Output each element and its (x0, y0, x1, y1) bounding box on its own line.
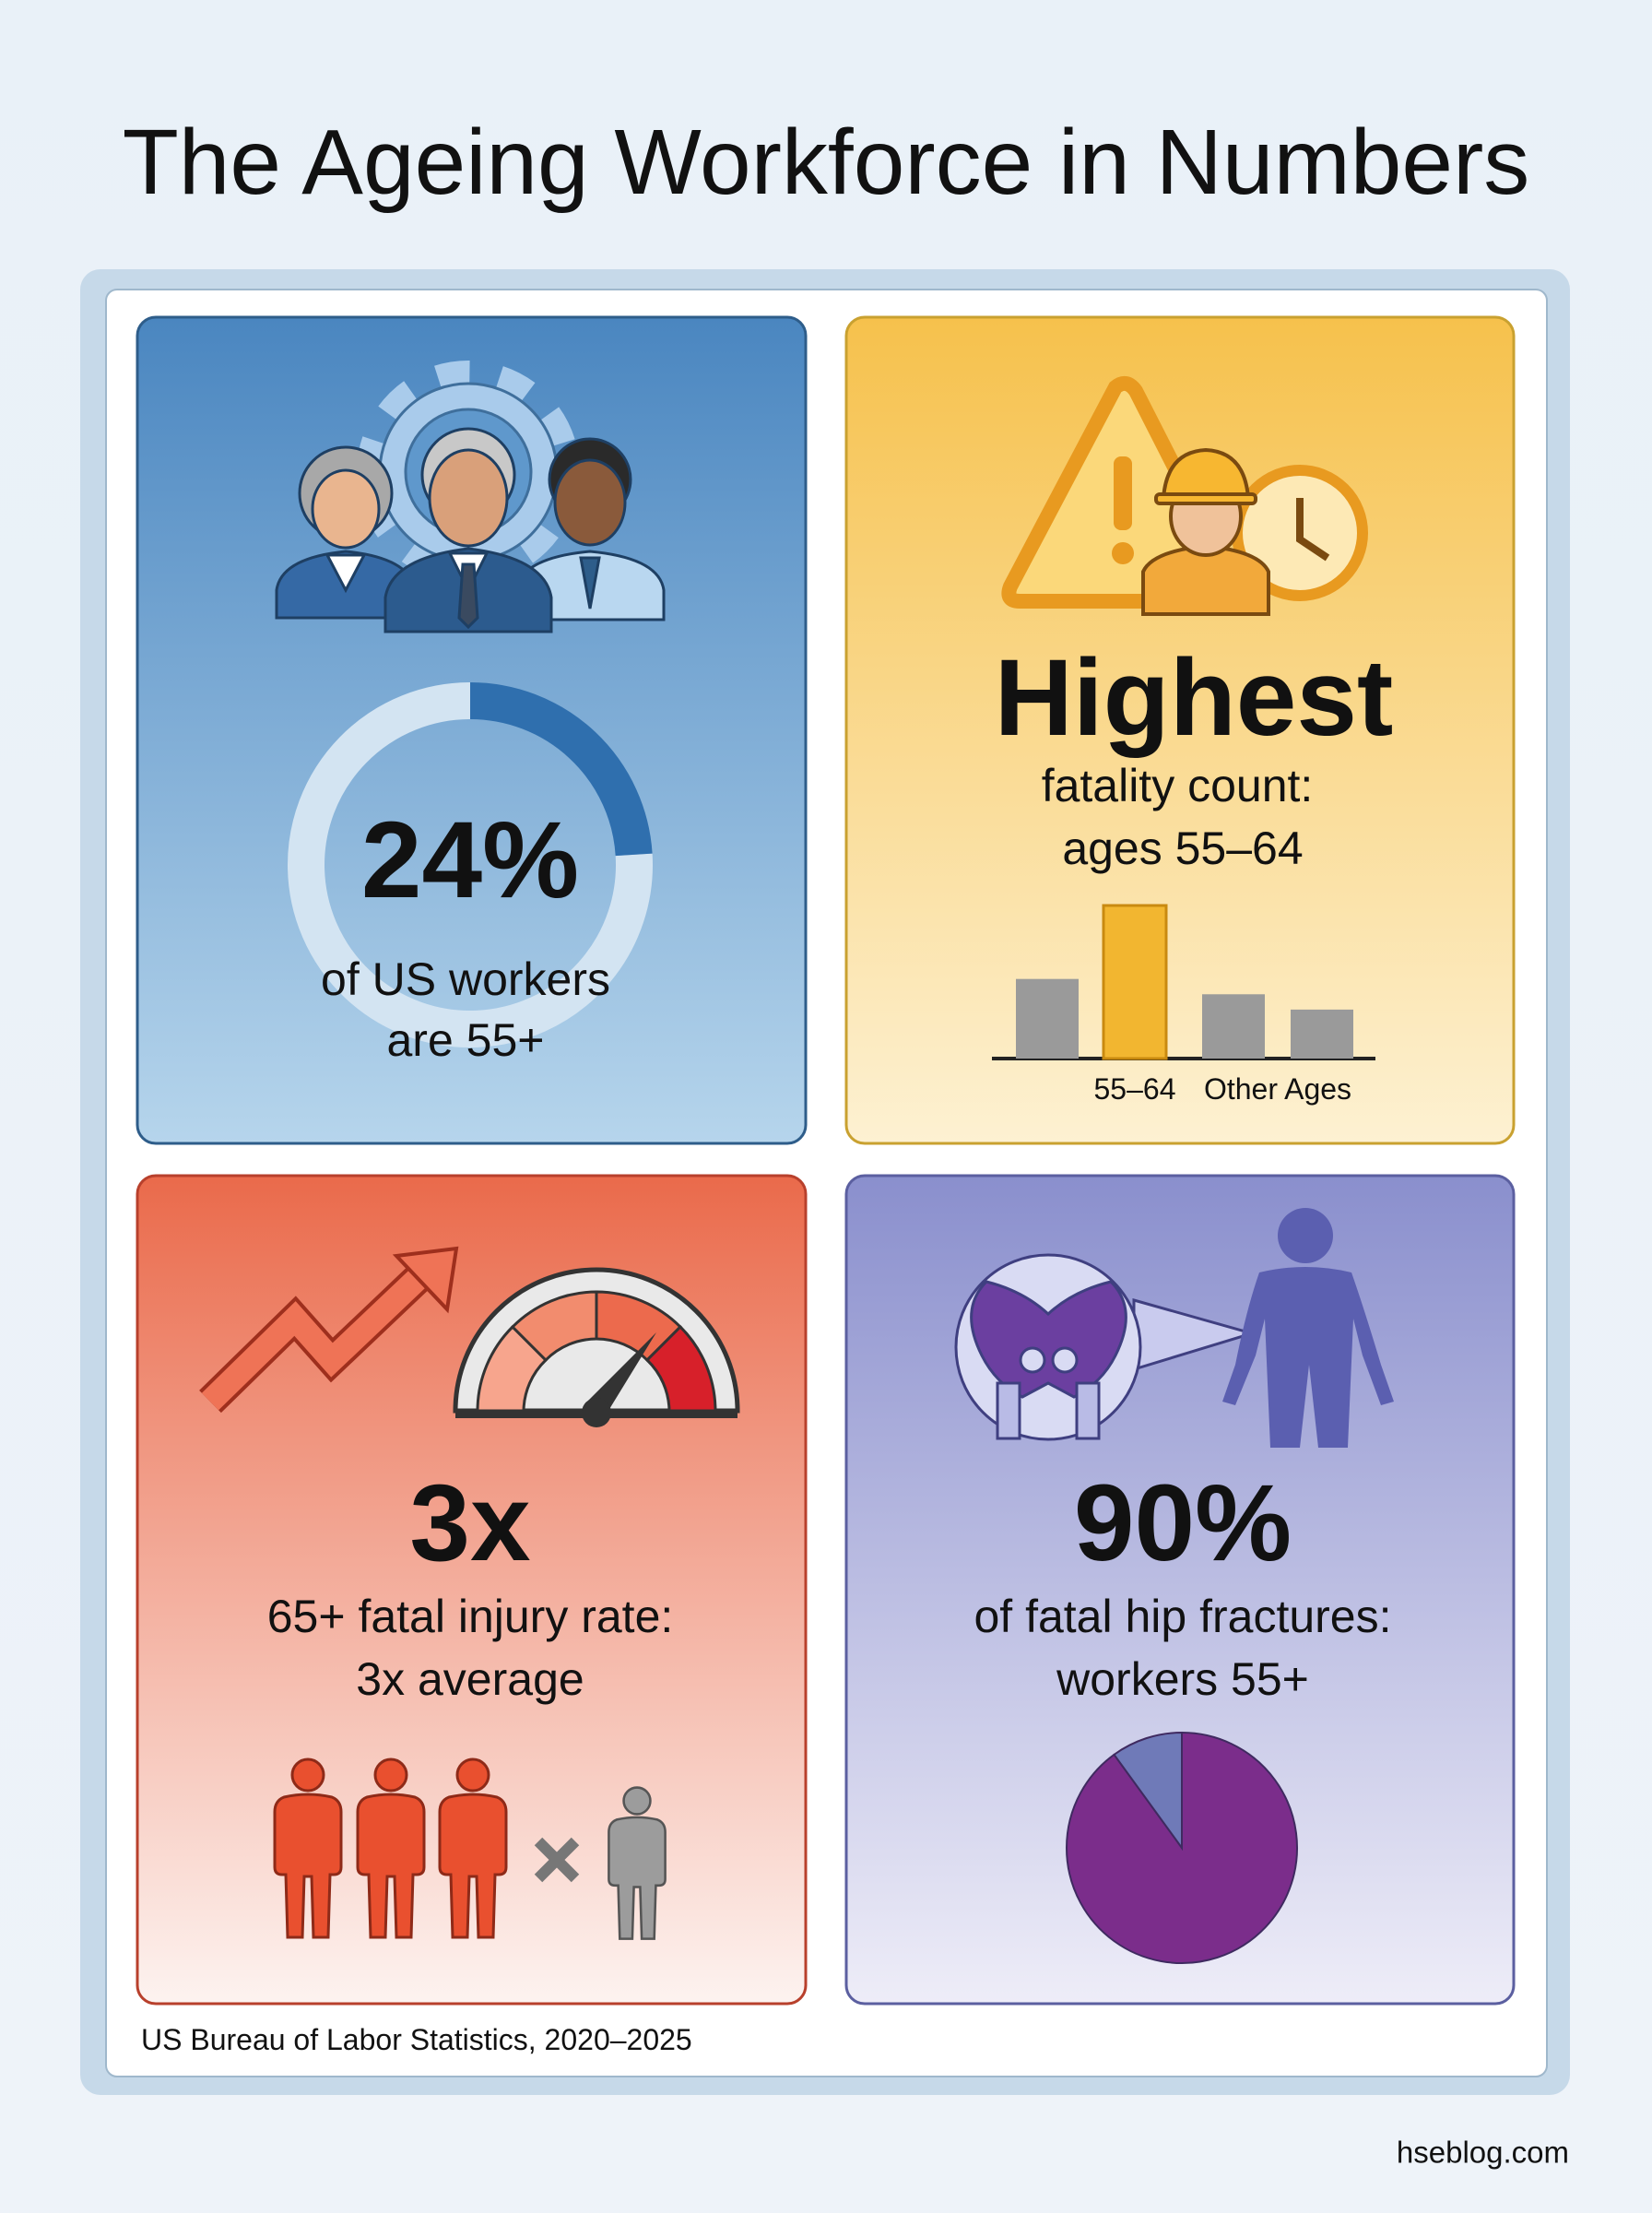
pie-chart (1066, 1731, 1298, 1964)
watermark: hseblog.com (1397, 2136, 1569, 2170)
card (136, 1174, 808, 2006)
x-tick-label: Other Ages (1204, 1072, 1351, 1106)
source: US Bureau of Labor Statistics, 2020–2025 (141, 2023, 692, 2056)
x-tick-label: 55–64 (1094, 1072, 1176, 1106)
stat-value: 24% (361, 799, 579, 921)
bar (1016, 978, 1079, 1059)
hazard-icon (1001, 375, 1368, 616)
title: The Ageing Workforce in Numbers (123, 111, 1530, 214)
caption: are 55+ (387, 1014, 545, 1066)
headline: 3x (409, 1462, 530, 1584)
donut-segment (469, 682, 653, 857)
caption: of fatal hip fractures: (974, 1591, 1391, 1642)
headline: Highest (995, 637, 1394, 759)
pie-slice (1113, 1731, 1183, 1852)
caption: of US workers (321, 953, 610, 1005)
caption: ages 55–64 (1062, 822, 1303, 874)
caption: workers 55+ (1056, 1653, 1309, 1705)
workers-icon (275, 361, 666, 633)
bar (1202, 994, 1265, 1059)
donut-chart (288, 682, 653, 1047)
bar (1102, 904, 1168, 1060)
stat-value: 90% (1074, 1462, 1292, 1584)
rising-risk-icon (199, 1246, 740, 1427)
donut-segment (288, 682, 653, 1047)
hip-icon (954, 1208, 1394, 1448)
caption: 3x average (356, 1653, 584, 1705)
bar (1291, 1009, 1353, 1059)
people-icon (273, 1757, 667, 1940)
bar-chart: 55–64 Other Ages (992, 904, 1375, 1106)
caption: fatality count: (1042, 760, 1314, 811)
caption: 65+ fatal injury rate: (267, 1591, 674, 1642)
